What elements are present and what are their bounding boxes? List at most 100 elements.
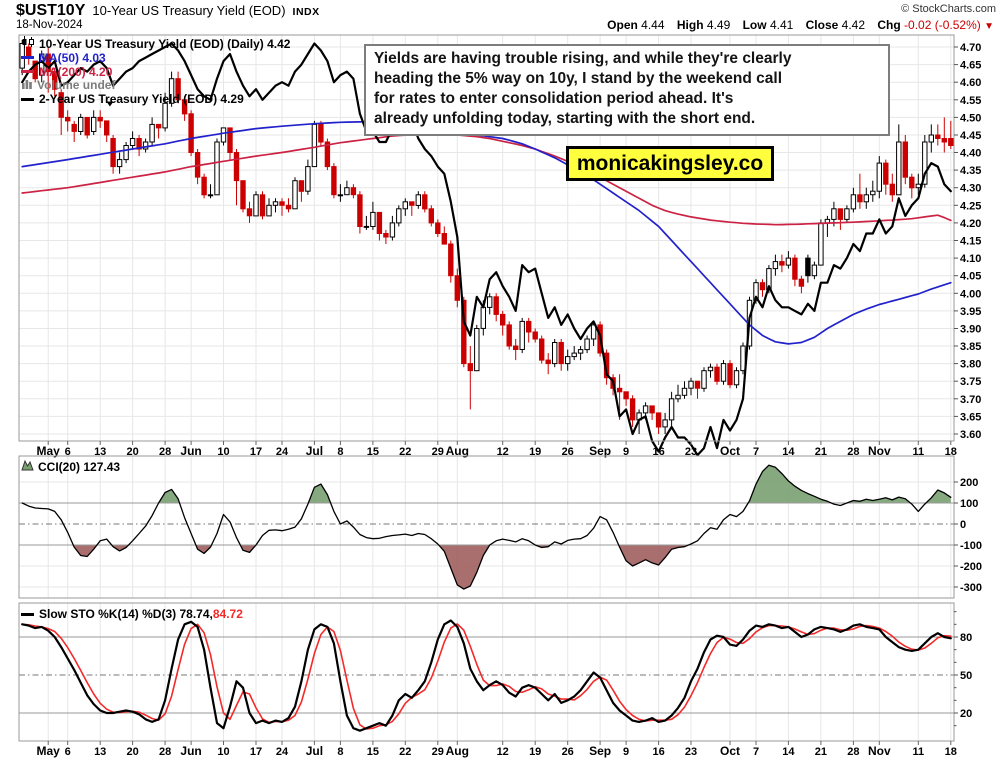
svg-text:4.00: 4.00	[960, 288, 981, 300]
svg-text:4.30: 4.30	[960, 183, 981, 195]
svg-text:Nov: Nov	[868, 744, 891, 758]
volume-bars-icon	[21, 78, 33, 92]
chart-date: 18-Nov-2024	[16, 19, 83, 31]
cci-legend-label: CCI(20) 127.43	[38, 459, 121, 474]
svg-text:18: 18	[945, 746, 957, 758]
svg-text:21: 21	[815, 746, 827, 758]
quote-open-label: Open	[607, 18, 638, 32]
svg-text:14: 14	[782, 746, 795, 758]
svg-text:Jun: Jun	[180, 744, 201, 758]
legend-row-2y-overlay: 2-Year US Treasury Yield (EOD) 4.29	[21, 92, 290, 106]
stockcharts-copyright: © StockCharts.com	[901, 3, 996, 15]
svg-text:22: 22	[399, 446, 411, 458]
svg-text:11: 11	[912, 746, 924, 758]
svg-text:16: 16	[652, 446, 664, 458]
svg-text:24: 24	[276, 446, 289, 458]
svg-text:200: 200	[960, 477, 978, 489]
ma200-swatch-icon	[21, 69, 34, 73]
svg-text:22: 22	[399, 746, 411, 758]
svg-text:May: May	[37, 444, 61, 458]
quote-chg-label: Chg	[877, 18, 901, 32]
candles-group	[19, 40, 954, 434]
svg-text:23: 23	[685, 746, 697, 758]
legend-row-ma50: MA(50) 4.03	[21, 51, 290, 65]
svg-text:19: 19	[529, 746, 541, 758]
main-chart-legend: 10-Year US Treasury Yield (EOD) (Daily) …	[21, 36, 291, 106]
cci-area-icon	[21, 459, 34, 474]
svg-text:4.10: 4.10	[960, 253, 981, 265]
svg-text:Jul: Jul	[306, 744, 323, 758]
svg-text:20: 20	[126, 446, 138, 458]
annotation-line: Yields are having trouble rising, and wh…	[374, 50, 792, 67]
legend-row-volume: Volume undef	[21, 78, 290, 92]
svg-text:20: 20	[960, 708, 972, 720]
quote-low-label: Low	[742, 18, 767, 32]
x-axis-labels-top: May 6 13 20 28 Jun 10 17 24 Jul 8 15 22 29 Aug 12 19 26 Se…	[37, 441, 957, 458]
svg-text:3.60: 3.60	[960, 429, 981, 441]
svg-text:4.15: 4.15	[960, 236, 981, 248]
sto-legend-label: Slow STO %K(14) %D(3) 78.74,	[39, 607, 213, 621]
svg-text:4.35: 4.35	[960, 165, 981, 177]
quote-close-value: 4.42	[841, 18, 866, 32]
legend-row-series: 10-Year US Treasury Yield (EOD) (Daily) …	[21, 36, 291, 51]
quote-expander-arrow-icon[interactable]: ▼	[984, 21, 994, 32]
svg-text:4.65: 4.65	[960, 60, 981, 72]
quote-close-label: Close	[805, 18, 839, 32]
svg-text:9: 9	[623, 746, 629, 758]
svg-text:29: 29	[432, 746, 444, 758]
legend-ma50-label: MA(50) 4.03	[39, 50, 106, 65]
svg-text:3.85: 3.85	[960, 341, 981, 353]
svg-text:4.05: 4.05	[960, 271, 981, 283]
cci-oversold-fill	[22, 545, 951, 590]
svg-text:Oct: Oct	[720, 444, 740, 458]
sto-panel-group: 80 50 20	[18, 602, 972, 742]
svg-text:Sep: Sep	[589, 444, 611, 458]
svg-text:4.60: 4.60	[960, 77, 981, 89]
svg-text:3.65: 3.65	[960, 411, 981, 423]
symbol-ticker: $UST10Y	[16, 2, 86, 19]
svg-text:12: 12	[497, 446, 509, 458]
svg-text:3.75: 3.75	[960, 376, 981, 388]
symbol-name: 10-Year US Treasury Yield (EOD)	[92, 3, 286, 18]
annotation-line: for rates to enter consolidation period …	[374, 90, 734, 107]
header: $UST10Y 10-Year US Treasury Yield (EOD) IN…	[16, 2, 320, 20]
svg-text:15: 15	[367, 446, 379, 458]
x-axis-labels-bottom: May 6 13 20 28 Jun 10 17 24 Jul 8 15 22 29 Aug 12 19 26 Se…	[37, 741, 957, 758]
svg-text:-300: -300	[960, 582, 982, 594]
svg-text:3.70: 3.70	[960, 394, 981, 406]
legend-series-label: 10-Year US Treasury Yield (EOD) (Daily) …	[39, 36, 291, 51]
svg-text:3.95: 3.95	[960, 306, 981, 318]
svg-text:24: 24	[276, 746, 289, 758]
quote-high-label: High	[676, 18, 704, 32]
annotation-line: already unfolding today, starting with t…	[374, 110, 756, 127]
svg-text:6: 6	[65, 446, 71, 458]
svg-text:Jun: Jun	[180, 444, 201, 458]
svg-text:26: 26	[562, 446, 574, 458]
main-y-axis-labels: 3.60 3.65 3.70 3.75 3.80 3.85 3.90 3.95 4.00 4.05…	[954, 42, 981, 441]
svg-text:Aug: Aug	[446, 444, 469, 458]
svg-text:28: 28	[847, 746, 859, 758]
candlestick-icon	[21, 36, 35, 51]
overlay-lines-group	[21, 42, 952, 457]
annotation-note: Yields are having trouble rising, and wh…	[364, 44, 890, 136]
svg-text:17: 17	[250, 446, 262, 458]
sto-legend-d-value: 84.72	[212, 607, 243, 621]
svg-text:13: 13	[94, 446, 106, 458]
svg-text:Oct: Oct	[720, 744, 740, 758]
sto-k-swatch-icon	[21, 612, 34, 616]
svg-text:9: 9	[623, 446, 629, 458]
legend-2y-label: 2-Year US Treasury Yield (EOD) 4.29	[39, 92, 244, 107]
svg-text:11: 11	[912, 446, 924, 458]
annotation-line: heading the 5% way on 10y, I stand by th…	[374, 70, 783, 87]
svg-text:100: 100	[960, 498, 978, 510]
svg-text:4.45: 4.45	[960, 130, 981, 142]
svg-text:Jul: Jul	[306, 444, 323, 458]
svg-text:4.20: 4.20	[960, 218, 981, 230]
svg-text:19: 19	[529, 446, 541, 458]
svg-text:Nov: Nov	[868, 444, 891, 458]
svg-text:4.50: 4.50	[960, 112, 981, 124]
exchange-label: INDX	[292, 6, 320, 18]
cci-panel-group: 200 100 0 -100 -200 -300	[18, 455, 982, 599]
svg-text:4.25: 4.25	[960, 200, 981, 212]
